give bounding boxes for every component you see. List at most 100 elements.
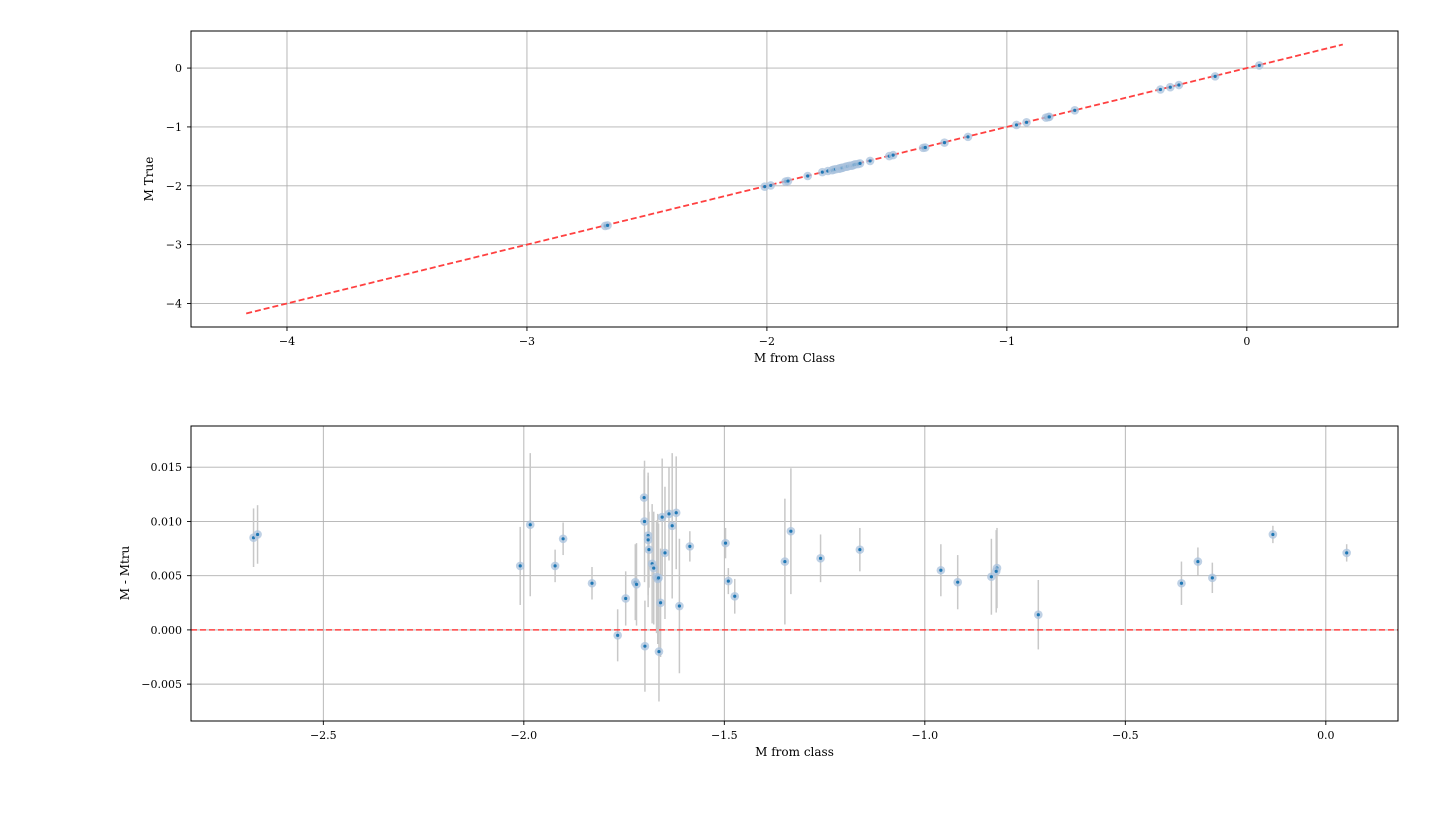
top-axes-frame <box>190 30 1399 328</box>
bottom-x-tick-label: 0.0 <box>1317 729 1335 742</box>
bottom-data-point <box>956 580 960 584</box>
bottom-data-point <box>723 541 728 545</box>
bottom-data-point <box>1210 576 1214 580</box>
bottom-x-tick-label: −0.5 <box>1112 729 1139 742</box>
bottom-data-point <box>518 564 522 568</box>
top-data-point <box>868 159 872 163</box>
bottom-data-point <box>1036 613 1040 617</box>
bottom-plot-area <box>191 453 1398 702</box>
bottom-data-point <box>528 523 532 527</box>
top-data-point <box>942 141 947 145</box>
top-data-point <box>786 179 790 183</box>
top-y-tick-label: 0 <box>175 62 182 75</box>
top-data-point <box>769 183 773 188</box>
top-x-axis-label: M from Class <box>754 351 835 365</box>
bottom-data-point <box>642 519 647 524</box>
bottom-data-point <box>561 537 565 541</box>
bottom-data-point <box>726 579 730 583</box>
bottom-ticks: −2.5 −2.0 −1.5 −1.0 −0.5 0.0 −0.005 0.000 0.005 0… <box>141 461 1334 742</box>
top-x-tick-label: −2 <box>759 335 775 348</box>
top-axes: −4 −3 −2 −1 0 −4 −3 −2 −1 0 M from Class M True <box>142 30 1399 365</box>
bottom-y-tick-label: 0.010 <box>151 515 183 528</box>
bottom-data-point <box>634 582 639 586</box>
top-x-tick-label: 0 <box>1243 335 1250 348</box>
bottom-data-point <box>660 515 664 519</box>
top-data-point <box>806 174 810 178</box>
bottom-data-point <box>647 548 651 552</box>
bottom-y-tick-label: 0.005 <box>151 570 183 583</box>
top-data-point <box>1213 74 1217 78</box>
top-x-tick-label: −1 <box>999 335 1015 348</box>
bottom-data-point <box>646 538 650 542</box>
top-plot-area <box>245 43 1344 315</box>
bottom-data-point <box>553 564 557 568</box>
top-y-axis-label: M True <box>142 157 156 202</box>
bottom-data-point <box>663 551 667 555</box>
top-y-tick-label: −2 <box>166 180 182 193</box>
top-grid <box>191 31 1398 327</box>
bottom-data-point <box>677 604 682 608</box>
bottom-data-point <box>733 594 737 598</box>
top-data-point <box>1073 108 1077 112</box>
top-data-point <box>1014 123 1019 127</box>
bottom-data-point <box>590 581 594 585</box>
top-data-point <box>1024 120 1029 124</box>
bottom-x-tick-label: −2.5 <box>310 729 337 742</box>
bottom-data-point <box>688 544 692 548</box>
bottom-x-tick-label: −1.5 <box>711 729 738 742</box>
bottom-data-point <box>667 512 671 516</box>
bottom-axes-frame <box>190 425 1399 722</box>
top-data-point <box>923 145 927 150</box>
bottom-grid <box>191 426 1398 721</box>
top-y-tick-label: −3 <box>166 239 182 252</box>
bottom-data-point <box>1196 559 1200 564</box>
bottom-data-point <box>1179 581 1184 585</box>
bottom-axes: −2.5 −2.0 −1.5 −1.0 −0.5 0.0 −0.005 0.000 0.005 0… <box>118 425 1399 759</box>
bottom-x-tick-label: −1.0 <box>911 729 938 742</box>
bottom-data-point <box>818 556 823 560</box>
bottom-data-point <box>658 601 663 605</box>
top-data-point <box>1158 87 1163 92</box>
bottom-data-point <box>670 524 674 528</box>
top-data-point <box>1047 115 1051 119</box>
top-data-point <box>858 161 862 166</box>
bottom-data-point <box>616 633 620 637</box>
bottom-data-point <box>789 529 793 533</box>
bottom-y-axis-label: M - Mtru <box>118 545 132 600</box>
top-y-tick-label: −4 <box>166 297 182 310</box>
bottom-data-point <box>643 644 647 648</box>
top-data-point <box>891 153 895 157</box>
top-data-point <box>1168 85 1172 89</box>
top-x-tick-label: −4 <box>279 335 295 348</box>
bottom-data-point <box>858 548 862 552</box>
bottom-y-tick-label: −0.005 <box>141 678 182 691</box>
top-data-point <box>763 185 767 189</box>
bottom-x-axis-label: M from class <box>755 745 834 759</box>
bottom-data-point <box>624 596 628 601</box>
bottom-data-point <box>1271 532 1275 537</box>
bottom-data-point <box>939 568 943 572</box>
bottom-data-point <box>656 576 661 580</box>
top-x-tick-label: −3 <box>519 335 535 348</box>
bottom-data-point <box>1345 551 1349 555</box>
bottom-y-tick-label: 0.015 <box>151 461 183 474</box>
top-data-point <box>966 135 970 139</box>
top-ticks: −4 −3 −2 −1 0 −4 −3 −2 −1 0 <box>166 62 1251 348</box>
bottom-x-tick-label: −2.0 <box>510 729 537 742</box>
bottom-data-point <box>783 559 787 564</box>
bottom-data-point <box>255 532 260 537</box>
bottom-data-point <box>994 569 998 573</box>
bottom-data-point <box>674 511 678 515</box>
top-data-point <box>820 170 824 174</box>
bottom-data-point <box>642 495 646 500</box>
bottom-data-point <box>657 649 661 654</box>
top-data-point <box>605 223 610 227</box>
top-y-tick-label: −1 <box>166 121 182 134</box>
bottom-data-point <box>652 566 656 570</box>
top-data-point <box>1177 83 1181 87</box>
top-data-point <box>1257 63 1261 68</box>
bottom-y-tick-label: 0.000 <box>151 624 183 637</box>
bottom-data-point <box>989 575 993 579</box>
